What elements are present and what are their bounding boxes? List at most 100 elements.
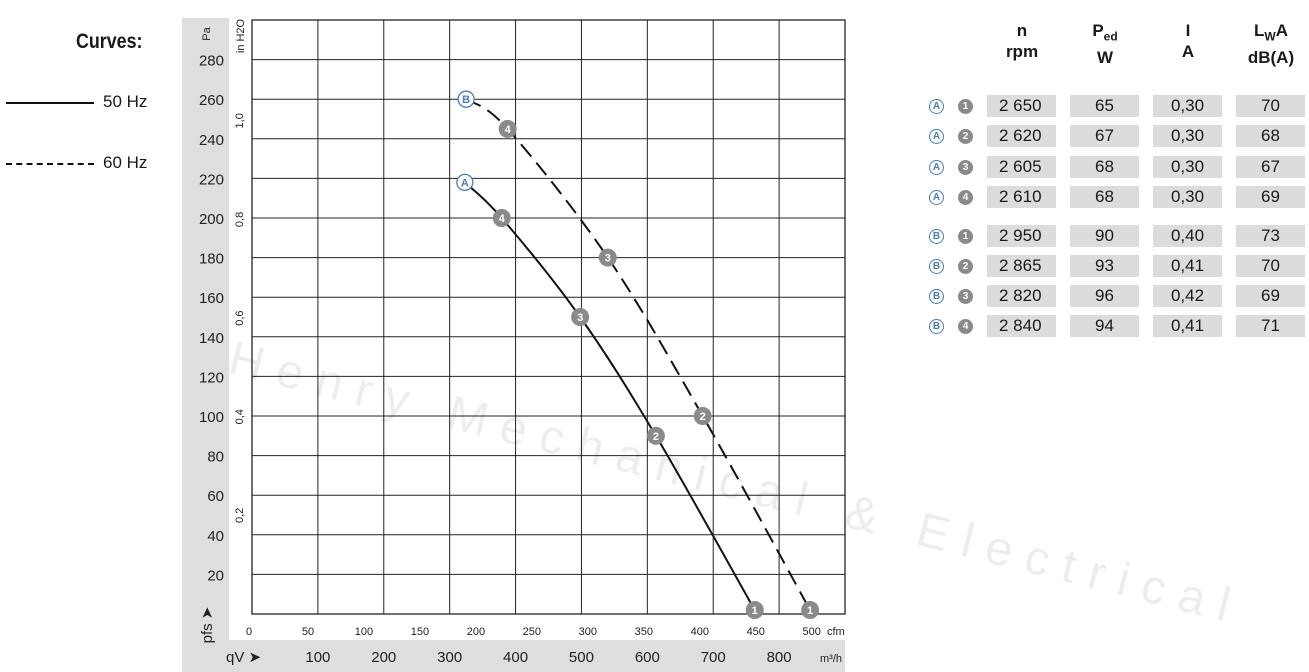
- x-tick-label: 200: [371, 649, 396, 666]
- legend-label-60hz: 60 Hz: [103, 153, 148, 172]
- x2-tick-label: 0: [246, 626, 252, 638]
- x-axis-band: [182, 640, 845, 672]
- x2-tick-label: 150: [411, 626, 429, 638]
- column-header: Ped W: [1092, 21, 1118, 68]
- y-tick-label: 20: [207, 567, 224, 584]
- cell-sound: 73: [1236, 225, 1305, 247]
- x-tick-label: 500: [569, 649, 594, 666]
- cell-current: 0,30: [1153, 156, 1222, 178]
- y-symbol: pfs ➤: [199, 607, 216, 644]
- curve-label-marker: [456, 173, 474, 192]
- y-tick-label: 40: [207, 528, 224, 545]
- operating-point-label: 2: [653, 431, 659, 443]
- x2-tick-label: 100: [355, 626, 373, 638]
- y-axis-band: [182, 18, 229, 640]
- x2-tick-label: 350: [635, 626, 653, 638]
- cell-sound: 69: [1236, 285, 1305, 307]
- cell-sound: 70: [1236, 255, 1305, 277]
- x-tick-label: 700: [701, 649, 726, 666]
- operating-point-marker: [646, 426, 665, 445]
- cell-rpm: 2 840: [987, 315, 1056, 337]
- curve-B: [465, 98, 811, 611]
- curve-marker-B: B: [929, 289, 944, 304]
- cell-power: 94: [1070, 315, 1139, 337]
- y-tick-label: 240: [199, 132, 224, 149]
- x2-tick-label: 500: [803, 626, 821, 638]
- point-marker: 3: [958, 160, 973, 175]
- point-marker: 3: [958, 289, 973, 304]
- curve-marker-A: A: [929, 190, 944, 205]
- curve-marker-A: A: [929, 99, 944, 114]
- point-marker: 2: [958, 259, 973, 274]
- legend-title: Curves:: [76, 30, 143, 53]
- cell-power: 68: [1070, 156, 1139, 178]
- x2-tick-label: 200: [467, 626, 485, 638]
- cell-rpm: 2 950: [987, 225, 1056, 247]
- cell-power: 67: [1070, 125, 1139, 147]
- y-tick-label: 100: [199, 409, 224, 426]
- cell-rpm: 2 620: [987, 125, 1056, 147]
- cell-current: 0,30: [1153, 95, 1222, 117]
- cell-power: 90: [1070, 225, 1139, 247]
- y-tick-label: 180: [199, 251, 224, 268]
- curve-label-marker: [457, 90, 475, 108]
- point-marker: 1: [958, 99, 973, 114]
- point-marker: 4: [958, 319, 973, 334]
- x2-tick-label: 50: [302, 626, 314, 638]
- column-header: LWA dB(A): [1247, 21, 1295, 68]
- operating-point-label: 2: [700, 411, 706, 423]
- y-tick-label: 80: [207, 449, 224, 466]
- cell-current: 0,41: [1153, 255, 1222, 277]
- curve-A: [464, 181, 756, 611]
- x2-tick-label: 250: [523, 626, 541, 638]
- cell-power: 93: [1070, 255, 1139, 277]
- curve-label: B: [462, 94, 470, 106]
- curve-marker-B: B: [929, 319, 944, 334]
- curve-marker-A: A: [929, 129, 944, 144]
- x-tick-label: 100: [305, 649, 330, 666]
- y-tick-label: 140: [199, 330, 224, 347]
- cell-current: 0,42: [1153, 285, 1222, 307]
- cell-power: 65: [1070, 95, 1139, 117]
- plot-frame: [251, 19, 846, 615]
- point-marker: 1: [958, 229, 973, 244]
- y-tick-label: 160: [199, 290, 224, 307]
- curve-marker-A: A: [929, 160, 944, 175]
- cell-current: 0,30: [1153, 125, 1222, 147]
- x2-tick-label: 450: [747, 626, 765, 638]
- legend-line-dashed: [6, 163, 94, 165]
- y-tick-label: 200: [199, 211, 224, 228]
- y-tick-label: 220: [199, 171, 224, 188]
- x-tick-label: 600: [635, 649, 660, 666]
- x-symbol: qV ➤: [226, 649, 261, 666]
- y2-tick-label: 0,6: [234, 310, 246, 325]
- y2-tick-label: 0,8: [234, 212, 246, 227]
- operating-point-marker: [492, 209, 511, 227]
- cell-rpm: 2 865: [987, 255, 1056, 277]
- cell-current: 0,40: [1153, 225, 1222, 247]
- column-header: n rpm: [1005, 21, 1039, 61]
- cell-current: 0,41: [1153, 315, 1222, 337]
- x2-unit: cfm: [827, 626, 845, 638]
- cell-power: 96: [1070, 285, 1139, 307]
- operating-point-marker: [801, 601, 820, 620]
- operating-point-label: 4: [499, 213, 506, 225]
- operating-point-label: 1: [752, 605, 758, 617]
- x2-tick-label: 400: [691, 626, 709, 638]
- operating-point-label: 1: [807, 605, 813, 617]
- operating-point-marker: [598, 248, 617, 267]
- y-tick-label: 260: [199, 92, 224, 109]
- x-unit: m³/h: [820, 653, 842, 665]
- y-unit: Pa: [201, 26, 213, 40]
- y-tick-label: 60: [207, 488, 224, 505]
- point-marker: 2: [958, 129, 973, 144]
- cell-sound: 67: [1236, 156, 1305, 178]
- cell-current: 0,30: [1153, 186, 1222, 208]
- operating-point-marker: [571, 308, 590, 326]
- x-tick-label: 400: [503, 649, 528, 666]
- cell-sound: 68: [1236, 125, 1305, 147]
- cell-sound: 69: [1236, 186, 1305, 208]
- curve-marker-B: B: [929, 259, 944, 274]
